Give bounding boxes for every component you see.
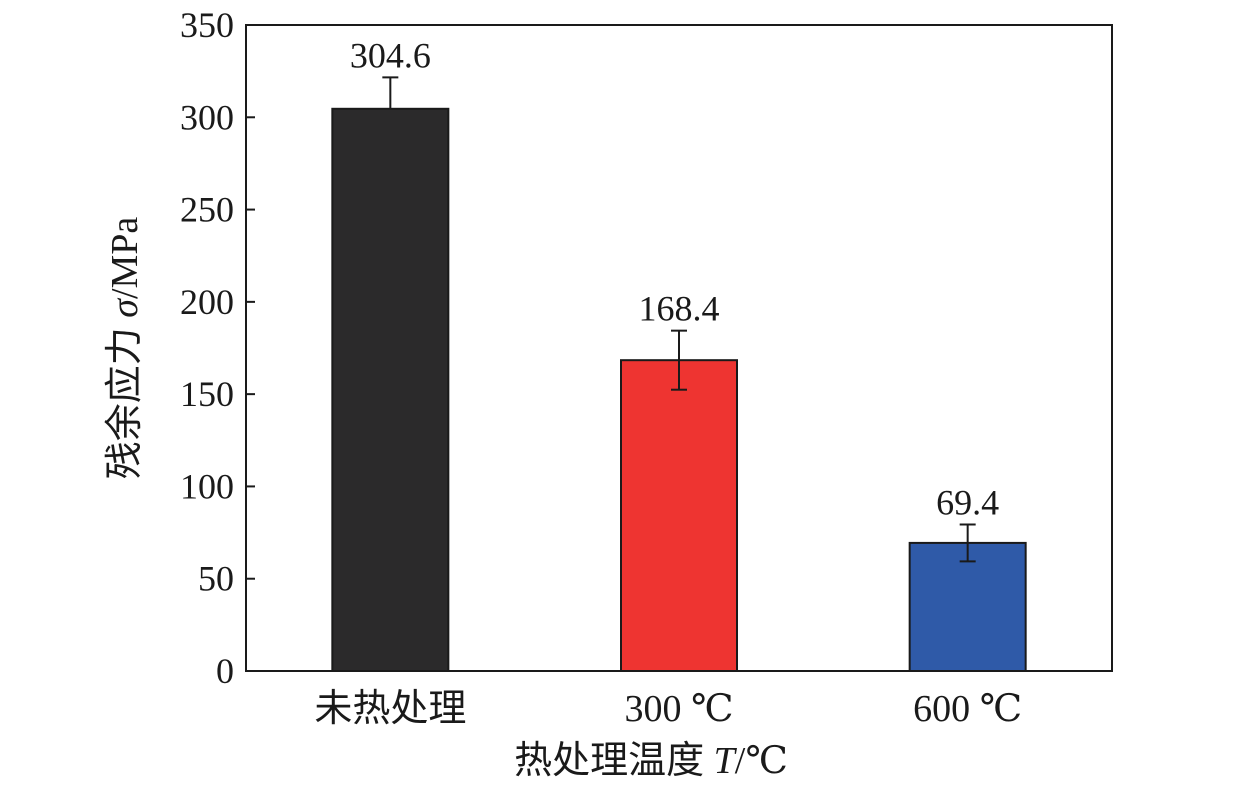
error-bars-group <box>382 76 976 563</box>
y-axis-title-variable: σ <box>104 298 146 318</box>
y-tick-label: 0 <box>216 651 234 691</box>
x-axis-title: 热处理温度 T/℃ <box>514 740 788 782</box>
x-axis: 未热处理 300 ℃ 600 ℃ <box>314 688 1022 730</box>
x-axis-title-variable: T <box>714 740 738 782</box>
y-tick-label: 250 <box>180 190 234 230</box>
x-axis-title-main: 热处理温度 <box>514 740 714 782</box>
x-category-label: 未热处理 <box>314 688 466 730</box>
value-labels-group: 304.6 168.4 69.4 <box>350 35 999 522</box>
y-tick-label: 350 <box>180 5 234 45</box>
y-axis: 0 50 100 150 200 250 300 350 <box>180 5 255 691</box>
x-axis-title-unit: /℃ <box>735 740 788 782</box>
y-axis-title-unit: /MPa <box>104 217 146 299</box>
data-label: 69.4 <box>936 482 999 522</box>
bar <box>620 359 738 672</box>
data-label: 168.4 <box>639 289 720 329</box>
plot-frame <box>245 24 1113 672</box>
x-category-label: 300 ℃ <box>624 688 733 730</box>
data-label: 304.6 <box>350 35 431 75</box>
y-tick-label: 200 <box>180 282 234 322</box>
bar <box>331 107 450 673</box>
y-tick-label: 50 <box>198 559 234 599</box>
y-tick-label: 300 <box>180 97 234 137</box>
y-tick-label: 150 <box>180 374 234 414</box>
y-axis-title-main: 残余应力 <box>104 318 146 480</box>
x-category-label: 600 ℃ <box>913 688 1022 730</box>
y-tick-label: 100 <box>180 466 234 506</box>
y-axis-title: 残余应力 σ/MPa <box>104 217 146 480</box>
